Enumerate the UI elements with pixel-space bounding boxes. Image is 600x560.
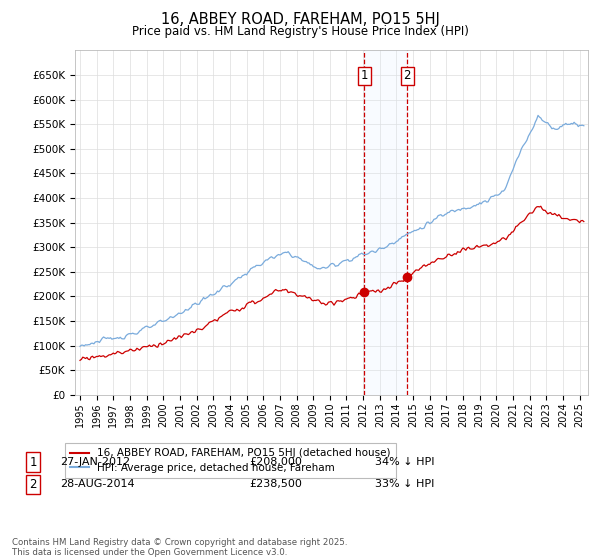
Text: Price paid vs. HM Land Registry's House Price Index (HPI): Price paid vs. HM Land Registry's House … xyxy=(131,25,469,38)
Legend: 16, ABBEY ROAD, FAREHAM, PO15 5HJ (detached house), HPI: Average price, detached: 16, ABBEY ROAD, FAREHAM, PO15 5HJ (detac… xyxy=(65,443,396,478)
Text: 1: 1 xyxy=(29,455,37,469)
Text: 27-JAN-2012: 27-JAN-2012 xyxy=(60,457,130,467)
Text: Contains HM Land Registry data © Crown copyright and database right 2025.
This d: Contains HM Land Registry data © Crown c… xyxy=(12,538,347,557)
Text: £238,500: £238,500 xyxy=(249,479,302,489)
Text: 33% ↓ HPI: 33% ↓ HPI xyxy=(375,479,434,489)
Text: 16, ABBEY ROAD, FAREHAM, PO15 5HJ: 16, ABBEY ROAD, FAREHAM, PO15 5HJ xyxy=(161,12,439,27)
Bar xyxy=(364,50,407,395)
Text: £208,000: £208,000 xyxy=(249,457,302,467)
Text: 28-AUG-2014: 28-AUG-2014 xyxy=(60,479,134,489)
Text: 2: 2 xyxy=(404,69,411,82)
Text: 34% ↓ HPI: 34% ↓ HPI xyxy=(375,457,434,467)
Text: 2: 2 xyxy=(29,478,37,491)
Text: 1: 1 xyxy=(361,69,368,82)
